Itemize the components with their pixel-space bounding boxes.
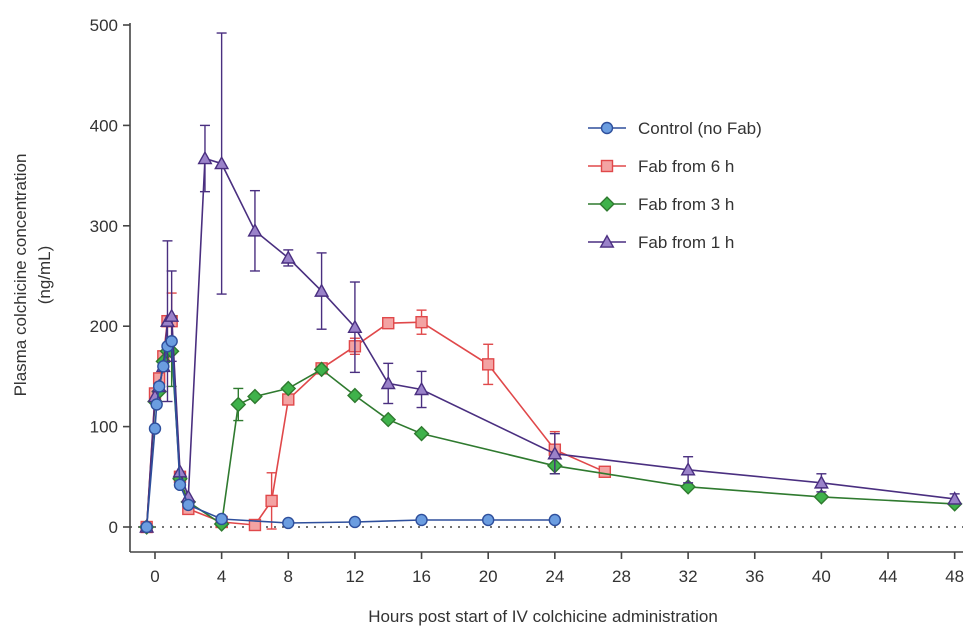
x-tick-label: 16 [412, 567, 431, 586]
x-tick-label: 48 [945, 567, 964, 586]
legend-marker [600, 159, 614, 173]
data-point [813, 475, 829, 489]
data-point [548, 513, 562, 527]
data-point [247, 223, 263, 237]
data-point [152, 380, 166, 393]
data-point [140, 520, 153, 534]
legend-label: Fab from 6 h [638, 157, 734, 176]
data-point [347, 387, 363, 404]
data-point [214, 155, 230, 170]
data-point [680, 462, 696, 476]
x-tick-label: 4 [217, 567, 226, 586]
x-tick-label: 32 [679, 567, 698, 586]
data-point [165, 335, 178, 348]
y-tick-label: 0 [109, 518, 118, 537]
data-point [182, 498, 195, 512]
data-point [150, 398, 163, 411]
x-axis-title: Hours post start of IV colchicine admini… [368, 607, 718, 626]
data-point [598, 465, 612, 478]
data-point [164, 308, 180, 322]
series-1 [140, 292, 612, 534]
x-tick-label: 24 [545, 567, 564, 586]
data-point [415, 513, 428, 527]
data-point [265, 494, 278, 508]
y-axis-title-line2: (ng/mL) [35, 246, 54, 305]
x-tick-label: 36 [745, 567, 764, 586]
legend-marker [599, 196, 615, 212]
legend: Control (no Fab) Fab from 6 h Fab from 3 h… [588, 119, 762, 252]
data-point [197, 150, 213, 165]
legend-label: Fab from 1 h [638, 233, 734, 252]
data-point [347, 319, 363, 333]
data-point [248, 518, 262, 532]
series-line [145, 320, 606, 528]
data-point [382, 316, 395, 330]
data-point [148, 422, 162, 435]
data-point [280, 380, 297, 397]
x-tick-label: 20 [479, 567, 498, 586]
series-0 [140, 335, 562, 534]
data-point [348, 515, 362, 529]
data-point [247, 388, 263, 405]
data-point [173, 478, 187, 492]
legend-label: Fab from 3 h [638, 195, 734, 214]
series-line [145, 157, 955, 528]
x-tick-label: 28 [612, 567, 631, 586]
y-tick-label: 200 [90, 317, 118, 336]
y-tick-label: 300 [90, 217, 118, 236]
data-point [414, 381, 430, 396]
data-point [314, 283, 330, 297]
data-point [215, 512, 228, 526]
data-point [157, 360, 170, 373]
series-2 [138, 315, 963, 535]
data-point [380, 411, 397, 428]
x-tick-label: 40 [812, 567, 831, 586]
y-tick-label: 100 [90, 418, 118, 437]
legend-entry-1: Fab from 6 h [588, 157, 734, 176]
data-point [280, 250, 296, 264]
data-point [313, 361, 330, 378]
y-tick-label: 500 [90, 16, 118, 35]
data-point [547, 445, 563, 460]
data-point [413, 425, 430, 442]
x-tick-label: 0 [150, 567, 159, 586]
data-point [481, 358, 495, 371]
legend-entry-2: Fab from 3 h [588, 195, 734, 214]
data-point [282, 516, 295, 530]
plot-area [138, 32, 963, 535]
legend-label: Control (no Fab) [638, 119, 762, 138]
legend-marker [599, 234, 615, 248]
legend-entry-3: Fab from 1 h [588, 233, 734, 252]
x-tick-label: 12 [345, 567, 364, 586]
data-point [230, 396, 247, 413]
y-axis-title-line1: Plasma colchicine concentration [11, 154, 30, 397]
y-tick-label: 400 [90, 116, 118, 135]
data-point [813, 489, 830, 505]
data-point [947, 491, 963, 505]
legend-marker [600, 121, 614, 135]
data-point [415, 315, 428, 329]
x-tick-label: 44 [879, 567, 898, 586]
legend-entry-0: Control (no Fab) [588, 119, 762, 138]
data-point [481, 513, 495, 527]
series-3 [139, 32, 963, 533]
data-point [380, 375, 396, 390]
x-tick-label: 8 [284, 567, 293, 586]
